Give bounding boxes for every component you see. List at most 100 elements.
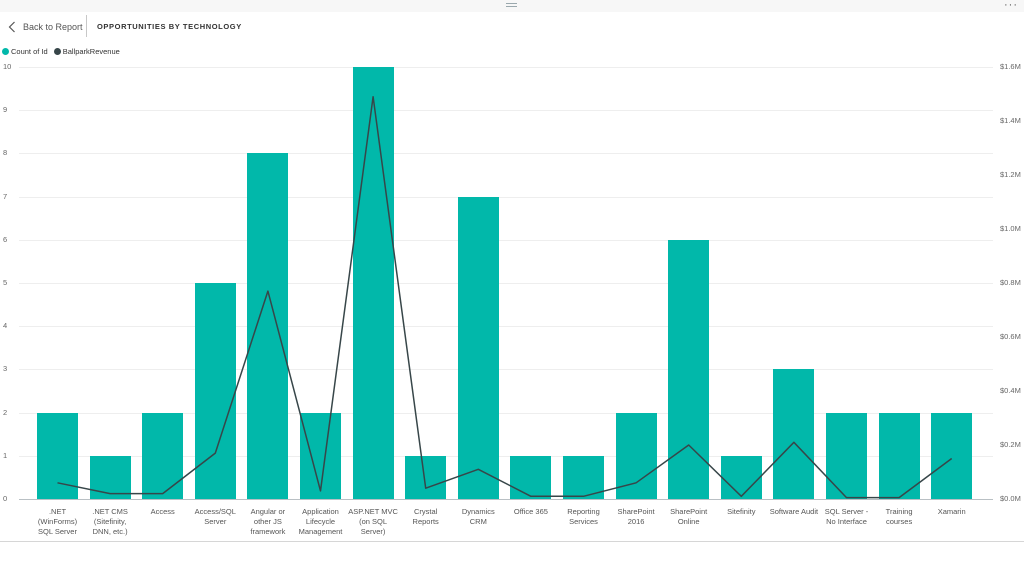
bar-count[interactable] [405, 455, 447, 499]
x-label-line: Server [204, 517, 227, 526]
legend-dot-icon [53, 48, 61, 55]
x-label-line: Application [302, 507, 339, 516]
y-axis-left-tick: 0 [3, 494, 8, 503]
x-label-line: (Sitefinity, [93, 517, 127, 526]
x-label-line: SharePoint [670, 507, 708, 516]
gridline [19, 326, 993, 328]
x-label-line: Crystal [414, 507, 438, 516]
x-label-line: DNN, etc.) [92, 527, 128, 536]
y-axis-right-tick: $1.6M [1000, 62, 1021, 71]
x-label-line: .NET [48, 507, 67, 516]
x-axis-category-label: Reporting Services [554, 507, 614, 527]
bar-count[interactable] [773, 369, 815, 499]
legend-item-count[interactable]: Count of Id [2, 47, 48, 56]
bar-count[interactable] [194, 283, 236, 499]
x-axis-category-label: .NET CMS (Sitefinity, DNN, etc.) [80, 507, 140, 537]
bar-count[interactable] [878, 412, 920, 499]
x-label-line: CRM [469, 517, 487, 526]
legend-label: BallparkRevenue [62, 47, 120, 56]
x-label-line: Access [150, 507, 175, 516]
y-axis-left-tick: 10 [3, 62, 12, 71]
gridline [19, 196, 993, 198]
gridline [19, 283, 993, 284]
x-label-line: other JS [253, 517, 282, 526]
x-label-line: Management [298, 527, 343, 536]
x-label-line: framework [250, 527, 286, 536]
back-to-report-label: Back to Report [23, 22, 83, 32]
x-label-line: SharePoint [617, 507, 655, 516]
y-axis-left-tick: 8 [3, 148, 8, 158]
bar-count[interactable] [300, 412, 341, 499]
bottom-separator [0, 541, 1024, 542]
y-axis-left-tick: 6 [3, 234, 8, 244]
bar-count[interactable] [563, 455, 604, 499]
back-to-report-button[interactable]: Back to Report [8, 18, 83, 36]
x-axis-category-label: Access [133, 507, 193, 517]
drag-handle-icon[interactable] [506, 3, 517, 8]
y-axis-right-tick: $0.2M [1000, 440, 1021, 449]
x-axis-category-label: Dynamics CRM [448, 507, 508, 527]
x-label-line: (on SQL [359, 517, 388, 526]
bar-count[interactable] [826, 412, 867, 499]
x-label-line: No Interface [826, 517, 867, 526]
x-label-line: ASP.NET MVC [348, 507, 398, 516]
gridline [19, 110, 993, 112]
bar-count[interactable] [668, 239, 710, 499]
x-axis-category-label: Application Lifecycle Management [291, 507, 351, 537]
x-axis-category-label: SharePoint Online [659, 507, 719, 527]
gridline [19, 239, 993, 241]
gridline [19, 67, 993, 68]
bar-count[interactable] [37, 412, 78, 499]
gridline [19, 369, 993, 371]
y-axis-right-tick: $0.0M [1000, 494, 1021, 503]
more-options-icon[interactable]: ··· [1004, 0, 1018, 11]
x-label-line: Office 365 [513, 507, 548, 516]
y-axis-left-tick: 2 [3, 407, 8, 417]
x-axis-category-label: Software Audit [764, 507, 824, 517]
focus-mode-header: Back to Report OPPORTUNITIES BY TECHNOLO… [0, 12, 1024, 42]
x-axis-category-label: Angular or other JS framework [238, 507, 298, 537]
x-axis-category-label: SharePoint 2016 [606, 507, 666, 527]
x-label-line: (WinForms) [37, 517, 78, 526]
x-label-line: SQL Server [38, 527, 77, 536]
visual-header-strip: ··· [0, 0, 1024, 12]
legend-label: Count of Id [11, 47, 48, 56]
legend-item-revenue[interactable]: BallparkRevenue [53, 47, 120, 56]
x-label-line: Online [677, 517, 700, 526]
x-axis-category-label: Crystal Reports [396, 507, 456, 527]
y-axis-left-tick: 3 [3, 364, 8, 374]
bar-count[interactable] [615, 412, 657, 499]
x-label-line: Services [569, 517, 598, 526]
x-label-line: Angular or [250, 507, 286, 516]
bar-count[interactable] [510, 455, 552, 499]
y-axis-right-tick: $1.4M [1000, 116, 1021, 125]
y-axis-right-tick: $0.8M [1000, 278, 1021, 287]
bar-count[interactable] [89, 455, 131, 499]
bar-count[interactable] [247, 153, 289, 499]
y-axis-left-tick: 4 [3, 321, 8, 331]
x-axis-baseline [19, 499, 993, 500]
gridline [19, 153, 993, 155]
x-label-line: Training [885, 507, 913, 516]
bar-count[interactable] [931, 412, 973, 499]
x-label-line: Server) [360, 527, 386, 536]
y-axis-left-tick: 9 [3, 105, 8, 115]
x-label-line: Software Audit [769, 507, 819, 516]
page-title: OPPORTUNITIES BY TECHNOLOGY [97, 22, 242, 31]
x-label-line: courses [885, 517, 913, 526]
y-axis-right-tick: $1.2M [1000, 170, 1021, 179]
x-label-line: 2016 [627, 517, 645, 526]
y-axis-left-tick: 5 [3, 278, 8, 287]
bar-count[interactable] [142, 412, 184, 499]
y-axis-right-tick: $1.0M [1000, 224, 1021, 233]
x-axis-category-label: Sitefinity [711, 507, 771, 517]
bar-count[interactable] [352, 67, 394, 499]
x-axis-category-label: ASP.NET MVC (on SQL Server) [343, 507, 403, 537]
chart-legend: Count of Id BallparkRevenue [2, 47, 126, 56]
x-label-line: Reports [412, 517, 439, 526]
x-axis-category-label: Training courses [869, 507, 929, 527]
x-label-line: SQL Server - [824, 507, 869, 516]
y-axis-left-tick: 7 [3, 191, 8, 201]
bar-count[interactable] [457, 196, 499, 499]
bar-count[interactable] [720, 455, 762, 499]
